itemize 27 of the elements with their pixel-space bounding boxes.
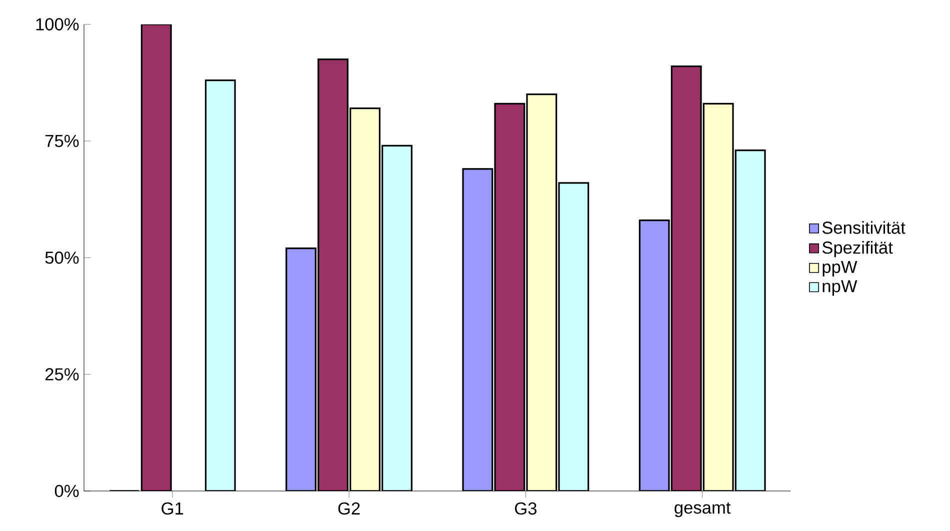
y-tick-label: 0% xyxy=(54,484,79,498)
bar xyxy=(526,94,558,491)
bar xyxy=(204,80,236,491)
bar xyxy=(350,108,380,491)
legend-label: npW xyxy=(822,280,858,296)
bar xyxy=(734,150,766,491)
y-tick-label: 100% xyxy=(36,18,79,30)
bar xyxy=(140,24,172,491)
bar xyxy=(494,102,526,491)
bar xyxy=(462,168,494,491)
bar xyxy=(318,58,348,491)
bar xyxy=(702,102,734,491)
x-tick-label: G1 xyxy=(162,502,184,515)
legend-label: Sensitivität xyxy=(822,221,906,234)
bar xyxy=(638,220,670,491)
bar xyxy=(286,248,316,491)
bar xyxy=(670,66,702,491)
y-tick-label: 75% xyxy=(46,134,79,148)
y-tick-label: 50% xyxy=(45,252,79,264)
bar xyxy=(382,144,412,491)
x-tick-label: G3 xyxy=(514,502,536,515)
y-tick-label: 25% xyxy=(45,368,79,380)
bar xyxy=(558,182,590,491)
x-tick-label: gesamt xyxy=(674,502,731,518)
legend-label: Spezifität xyxy=(822,241,893,258)
x-tick-label: G2 xyxy=(338,502,360,515)
legend-label: ppW xyxy=(822,260,858,276)
